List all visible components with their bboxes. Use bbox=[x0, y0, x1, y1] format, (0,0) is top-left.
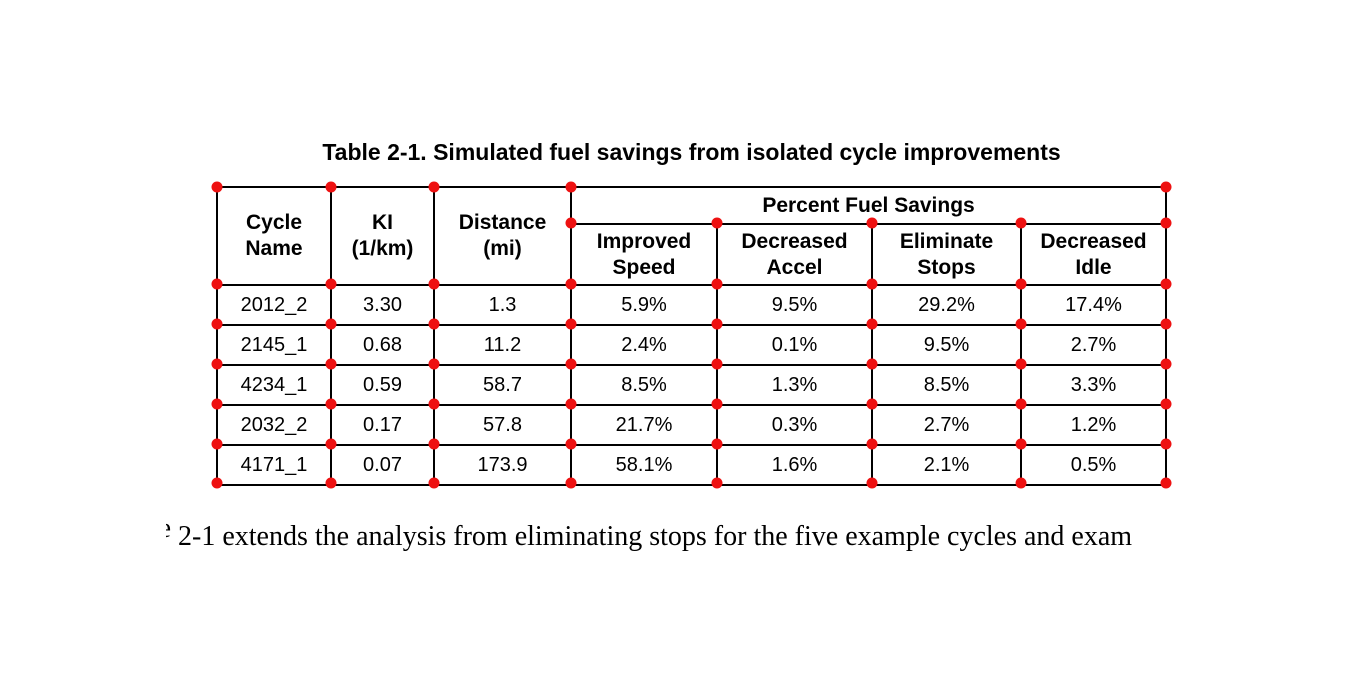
cell-improved-speed: 21.7% bbox=[570, 404, 718, 446]
header-cell-percent-fuel-savings: Percent Fuel Savings bbox=[569, 186, 1168, 225]
table-row: 2032_2 0.17 57.8 21.7% 0.3% 2.7% 1.2% bbox=[216, 404, 1168, 446]
cell-distance: 11.2 bbox=[433, 324, 572, 366]
table-row: 2145_1 0.68 11.2 2.4% 0.1% 9.5% 2.7% bbox=[216, 324, 1168, 366]
cell-eliminate-stops: 2.1% bbox=[871, 444, 1022, 486]
cell-eliminate-stops: 8.5% bbox=[871, 364, 1022, 406]
table-caption: Table 2-1. Simulated fuel savings from i… bbox=[322, 139, 1061, 165]
cell-ki: 3.30 bbox=[330, 284, 435, 326]
cell-eliminate-stops: 9.5% bbox=[871, 324, 1022, 366]
cell-decreased-idle: 0.5% bbox=[1019, 444, 1168, 486]
cell-cycle-name: 4234_1 bbox=[216, 364, 332, 406]
cell-improved-speed: 5.9% bbox=[570, 284, 718, 326]
table-row: 4171_1 0.07 173.9 58.1% 1.6% 2.1% 0.5% bbox=[216, 444, 1168, 486]
cell-ki: 0.17 bbox=[330, 404, 435, 446]
header-cell-improved-speed: Improved Speed bbox=[570, 223, 718, 286]
cell-decreased-idle: 3.3% bbox=[1019, 364, 1168, 406]
cell-eliminate-stops: 29.2% bbox=[871, 284, 1022, 326]
cell-decreased-idle: 2.7% bbox=[1019, 324, 1168, 366]
cell-distance: 1.3 bbox=[433, 284, 572, 326]
cell-decreased-accel: 0.1% bbox=[716, 324, 873, 366]
cell-ki: 0.07 bbox=[330, 444, 435, 486]
cell-cycle-name: 2032_2 bbox=[216, 404, 332, 446]
header-cell-distance: Distance (mi) bbox=[433, 186, 572, 286]
cell-decreased-idle: 17.4% bbox=[1019, 284, 1168, 326]
cell-improved-speed: 58.1% bbox=[570, 444, 718, 486]
cell-cycle-name: 4171_1 bbox=[216, 444, 332, 486]
header-cell-decreased-idle: Decreased Idle bbox=[1019, 223, 1168, 286]
cell-improved-speed: 8.5% bbox=[570, 364, 718, 406]
table-row: 4234_1 0.59 58.7 8.5% 1.3% 8.5% 3.3% bbox=[216, 364, 1168, 406]
body-paragraph: e2-1 extends the analysis from eliminati… bbox=[166, 513, 1366, 553]
table-row: 2012_2 3.30 1.3 5.9% 9.5% 29.2% 17.4% bbox=[216, 284, 1168, 326]
header-row-sub: Improved Speed Decreased Accel Eliminate… bbox=[217, 223, 1168, 286]
header-cell-decreased-accel: Decreased Accel bbox=[716, 223, 873, 286]
cell-cycle-name: 2012_2 bbox=[216, 284, 332, 326]
header-row-group: Cycle Name KI (1/km) Distance (mi) Perce… bbox=[216, 186, 1168, 286]
fuel-savings-table: Cycle Name KI (1/km) Distance (mi) Perce… bbox=[216, 186, 1168, 486]
cell-decreased-idle: 1.2% bbox=[1019, 404, 1168, 446]
cell-distance: 173.9 bbox=[433, 444, 572, 486]
cell-eliminate-stops: 2.7% bbox=[871, 404, 1022, 446]
cell-cycle-name: 2145_1 bbox=[216, 324, 332, 366]
cell-decreased-accel: 9.5% bbox=[716, 284, 873, 326]
cell-decreased-accel: 1.6% bbox=[716, 444, 873, 486]
cell-decreased-accel: 1.3% bbox=[716, 364, 873, 406]
cell-ki: 0.59 bbox=[330, 364, 435, 406]
cell-distance: 57.8 bbox=[433, 404, 572, 446]
cell-distance: 58.7 bbox=[433, 364, 572, 406]
header-cell-cycle-name: Cycle Name bbox=[216, 186, 332, 286]
header-cell-ki: KI (1/km) bbox=[330, 186, 435, 286]
cell-ki: 0.68 bbox=[330, 324, 435, 366]
cell-decreased-accel: 0.3% bbox=[716, 404, 873, 446]
cell-improved-speed: 2.4% bbox=[570, 324, 718, 366]
header-cell-eliminate-stops: Eliminate Stops bbox=[871, 223, 1022, 286]
clipped-word-fragment: e bbox=[166, 513, 171, 545]
body-paragraph-text: 2-1 extends the analysis from eliminatin… bbox=[178, 521, 1133, 552]
